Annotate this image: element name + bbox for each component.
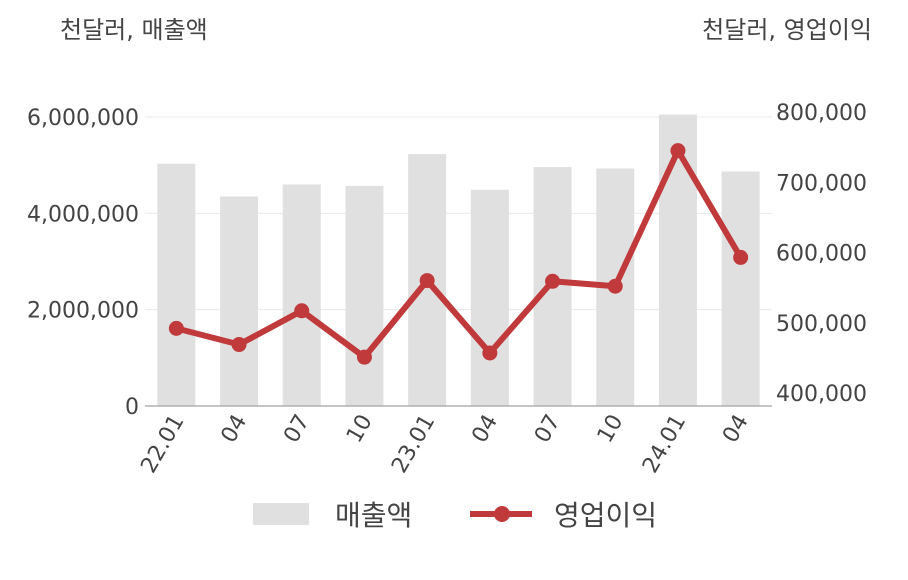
operating-profit-point <box>545 273 561 289</box>
revenue-bar <box>658 114 697 406</box>
right-axis-tick-label: 400,000 <box>776 382 867 407</box>
operating-profit-point <box>294 303 310 319</box>
legend-line-label: 영업이익 <box>554 499 658 532</box>
left-axis-tick-label: 2,000,000 <box>27 299 139 324</box>
right-axis-tick-label: 700,000 <box>776 171 867 196</box>
x-axis-tick-label: 04 <box>217 411 253 448</box>
operating-profit-point <box>419 273 435 289</box>
x-axis-tick-label: 10 <box>342 411 378 448</box>
x-axis-tick-label: 04 <box>718 411 754 448</box>
operating-profit-point <box>168 320 184 336</box>
left-axis-tick-label: 0 <box>125 395 139 420</box>
right-axis-unit-label: 천달러, 영업이익 <box>702 16 872 44</box>
right-axis-tick-label: 500,000 <box>776 312 867 337</box>
legend-item-bar: 매출액 <box>253 492 412 536</box>
operating-profit-point <box>670 143 686 159</box>
right-axis-tick-label: 600,000 <box>776 242 867 267</box>
x-axis-tick-label: 07 <box>279 411 315 448</box>
left-axis-tick-label: 4,000,000 <box>27 202 139 227</box>
operating-profit-point <box>356 349 372 365</box>
x-axis-tick-label: 23.01 <box>387 411 440 478</box>
x-axis-tick-label: 10 <box>593 411 629 448</box>
x-axis-tick-label: 07 <box>530 411 566 448</box>
operating-profit-point <box>482 345 498 361</box>
combo-chart: 0 2,000,000 4,000,000 6,000,000 400,000 500,… <box>27 101 867 478</box>
operating-profit-point <box>733 249 749 265</box>
legend-bar-label: 매출액 <box>335 499 413 532</box>
revenue-bar <box>345 185 384 406</box>
left-axis-tick-label: 6,000,000 <box>27 106 139 131</box>
revenue-bar <box>220 196 259 406</box>
legend-item-line: 영업이익 <box>470 492 657 536</box>
right-axis-tick-label: 800,000 <box>776 101 867 126</box>
x-axis-tick-label: 22.01 <box>136 411 189 478</box>
left-axis-unit-label: 천달러, 매출액 <box>60 16 208 44</box>
revenue-bar <box>157 163 196 406</box>
x-axis-tick-label: 24.01 <box>638 411 691 478</box>
x-axis-tick-label: 04 <box>467 410 503 447</box>
revenue-bar <box>282 184 321 406</box>
legend-line-swatch <box>470 506 532 522</box>
operating-profit-line <box>173 147 744 361</box>
operating-profit-point <box>231 337 247 353</box>
legend-bar-swatch <box>253 503 309 525</box>
revenue-bar <box>470 189 509 406</box>
revenue-bar <box>721 171 760 406</box>
operating-profit-point <box>607 278 623 294</box>
chart-legend: 매출액 영업이익 <box>0 492 908 536</box>
